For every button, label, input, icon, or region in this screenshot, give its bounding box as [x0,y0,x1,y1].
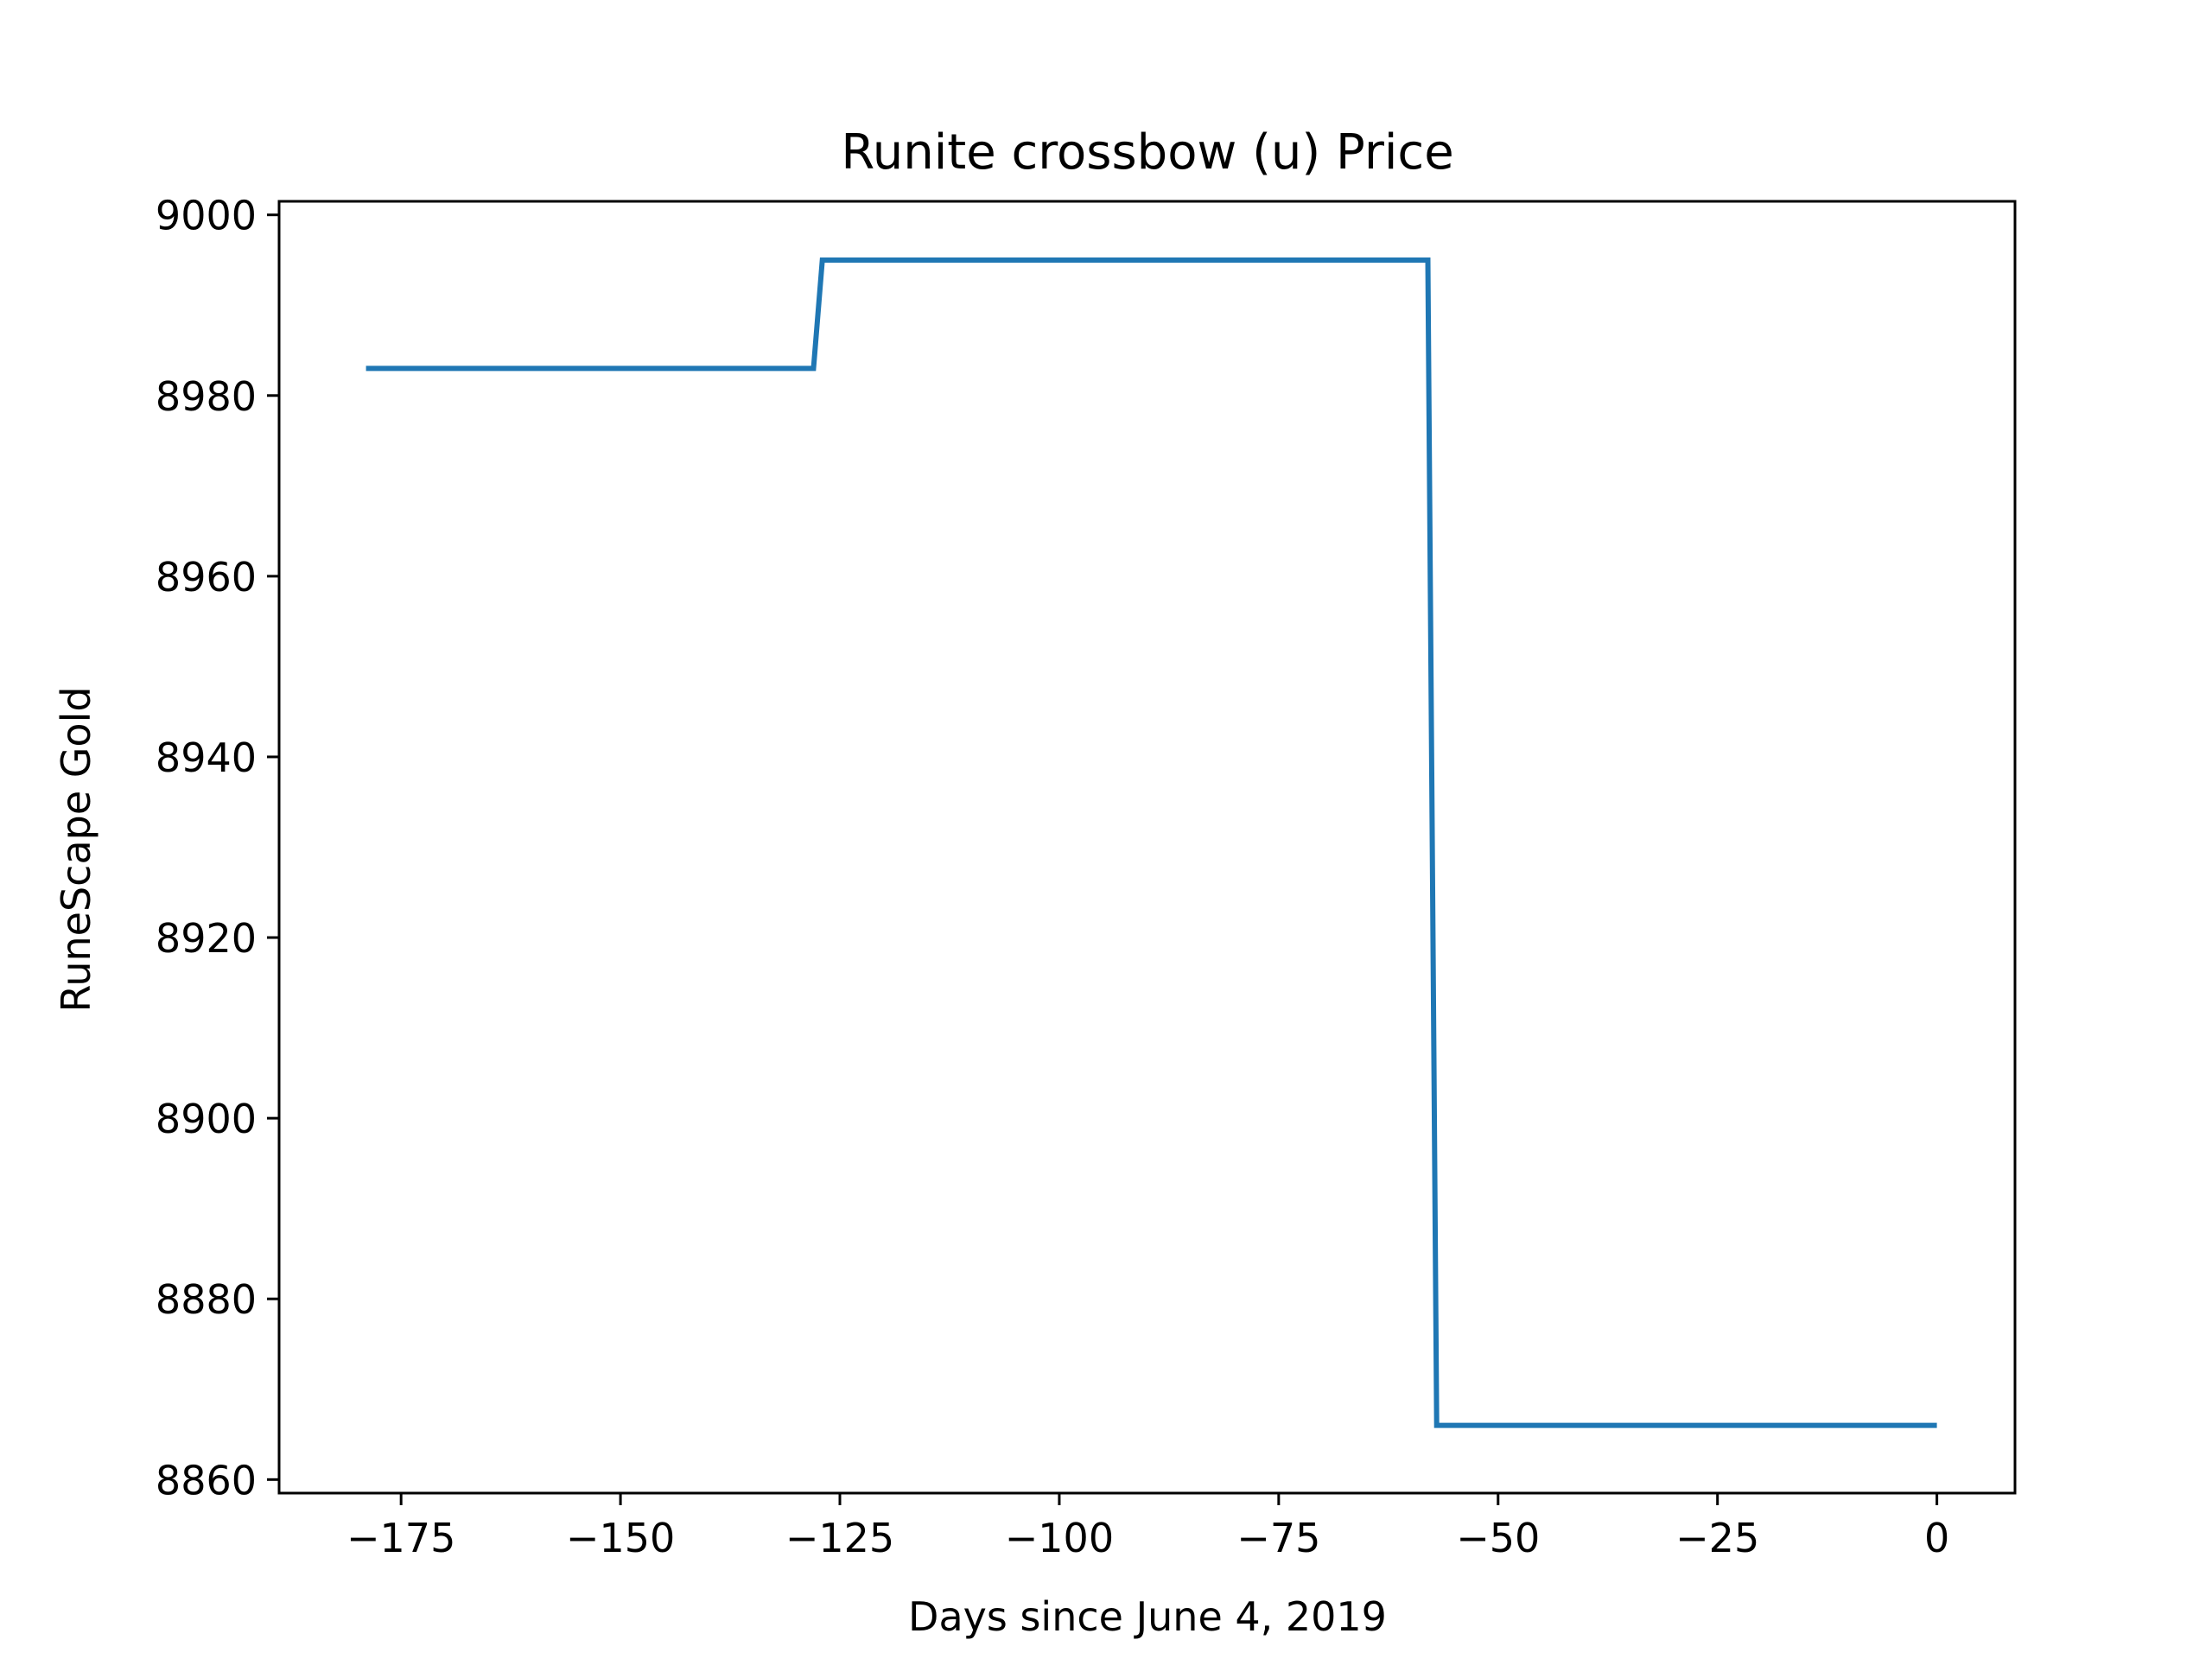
y-tick-label: 8940 [156,734,257,781]
y-tick-label: 8860 [156,1457,257,1503]
x-tick-label: −25 [1675,1515,1759,1561]
price-series-line [365,257,1937,1428]
x-axis: −175 −150 −125 −100 −75 −50 −25 0 [346,1493,1949,1561]
plot-frame [277,200,2017,1495]
plot-area [365,257,1937,1428]
y-tick-label: 8900 [156,1096,257,1142]
x-axis-label: Days since June 4, 2019 [908,1593,1387,1640]
x-tick-label: −175 [346,1515,455,1561]
x-tick-label: 0 [1924,1515,1949,1561]
x-tick-label: −50 [1456,1515,1540,1561]
y-axis-label: RuneScape Gold [53,686,99,1012]
x-tick-label: −125 [785,1515,894,1561]
y-tick-label: 8980 [156,373,257,420]
x-tick-label: −75 [1236,1515,1320,1561]
x-tick-label: −150 [566,1515,675,1561]
x-tick-label: −100 [1005,1515,1114,1561]
y-axis: 8860 8880 8900 8920 8940 8960 8980 9000 [156,193,279,1503]
y-tick-label: 9000 [156,193,257,239]
y-tick-label: 8880 [156,1276,257,1323]
chart-title: Runite crossbow (u) Price [841,124,1453,181]
y-tick-label: 8960 [156,554,257,601]
y-tick-label: 8920 [156,915,257,962]
